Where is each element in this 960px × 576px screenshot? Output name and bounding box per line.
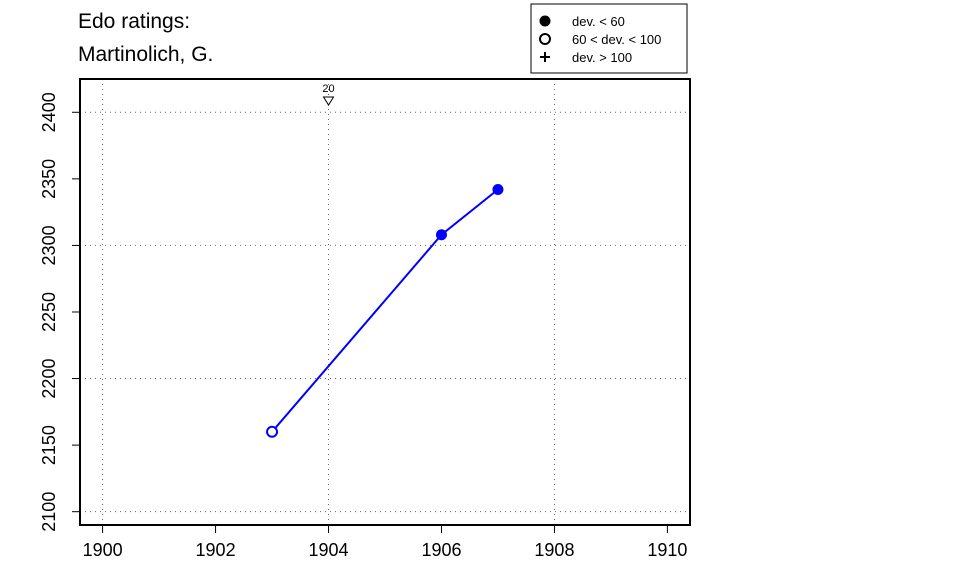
y-tick-label: 2100: [39, 492, 59, 532]
down-triangle-icon: [322, 96, 335, 106]
x-tick-label: 1910: [647, 540, 687, 560]
legend-label: dev. < 60: [572, 14, 625, 29]
grid: [80, 79, 690, 525]
y-tick-label: 2300: [39, 225, 59, 265]
y-tick-label: 2350: [39, 159, 59, 199]
chart-title-line-2: Martinolich, G.: [78, 43, 213, 66]
y-axis: 2100 2150 2200 2250 2300 2350 2400: [39, 92, 80, 532]
data-point: [266, 425, 279, 438]
x-tick-label: 1906: [421, 540, 461, 560]
y-tick-label: 2150: [39, 425, 59, 465]
legend-box: [530, 3, 688, 74]
x-tick-label: 1902: [196, 540, 236, 560]
chart-title-line-1: Edo ratings:: [78, 10, 190, 33]
legend-marker-open-circle: [539, 33, 551, 45]
legend-label: dev. > 100: [572, 50, 632, 65]
chart-legend: dev. < 60 60 < dev. < 100 dev. > 100: [530, 3, 688, 74]
y-tick-label: 2400: [39, 92, 59, 132]
legend-marker-filled-circle: [539, 15, 551, 27]
legend-marker-plus: [540, 52, 550, 62]
series-layer: [266, 184, 504, 438]
annotation-label: 20: [322, 83, 334, 95]
legend-label: 60 < dev. < 100: [572, 32, 661, 47]
data-point: [492, 184, 504, 196]
x-tick-label: 1904: [308, 540, 348, 560]
series-line: [271, 188, 499, 433]
x-axis: 1900 1902 1904 1906 1908 1910: [83, 525, 687, 560]
y-tick-label: 2250: [39, 292, 59, 332]
data-point: [435, 229, 447, 241]
plot-frame: [79, 78, 691, 526]
y-tick-label: 2200: [39, 359, 59, 399]
chart-title: Edo ratings: Martinolich, G.: [78, 10, 213, 66]
annotation-layer: 20: [322, 83, 335, 106]
x-tick-label: 1908: [534, 540, 574, 560]
x-tick-label: 1900: [83, 540, 123, 560]
